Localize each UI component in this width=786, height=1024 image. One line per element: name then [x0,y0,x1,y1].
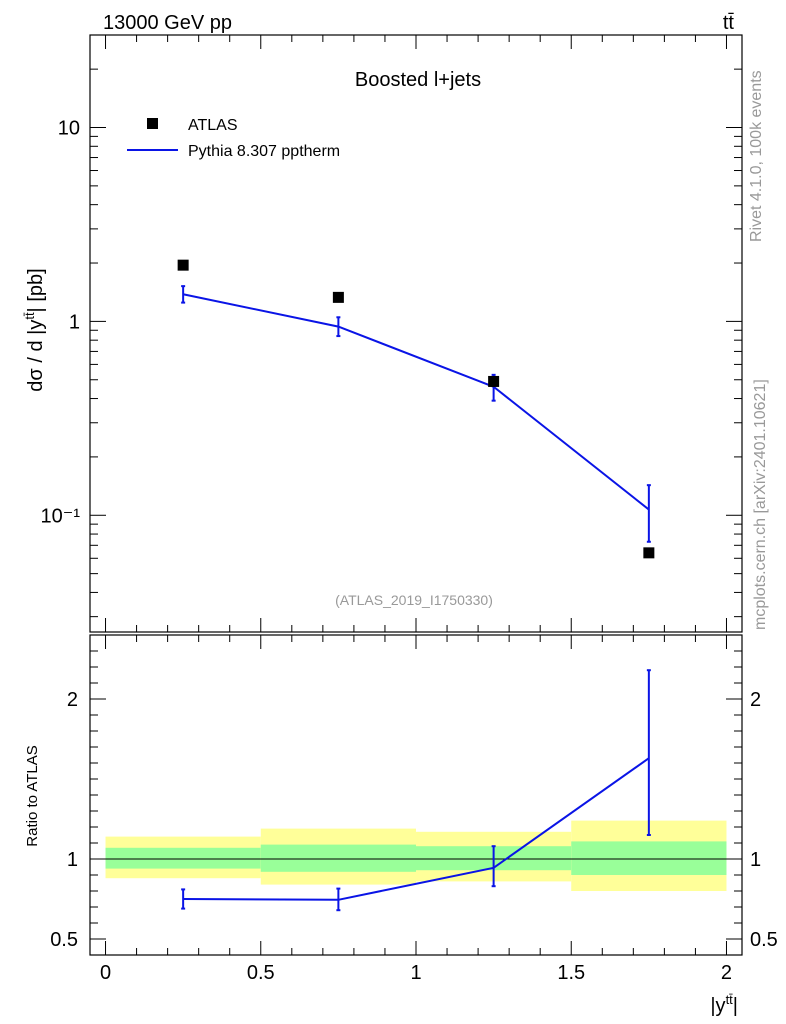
main-ylabel: dσ / d |ytt̄| [pb] [22,268,47,391]
ratio-ytick-label-left: 2 [67,689,78,711]
ratio-band-inner [260,844,416,872]
ratio-axis-ticks [90,635,742,955]
xtick-label: 0.5 [247,962,275,984]
analysis-label: (ATLAS_2019_I1750330) [335,592,493,608]
main-panel: 10⁻¹ 1 10 Boosted l+jets dσ / d |ytt̄| [pb… [22,34,743,633]
legend-mc-label: Pythia 8.307 pptherm [188,143,340,160]
ratio-ytick-label-right: 0.5 [750,929,778,951]
legend: ATLAS Pythia 8.307 pptherm [127,117,340,160]
main-ytick-label: 10⁻¹ [41,505,81,527]
ratio-bands [105,820,727,891]
main-axis-ticks [90,34,742,632]
atlas-data-point [488,375,500,387]
main-ytick-labels: 10⁻¹ 1 10 [41,118,81,528]
ratio-series-line [183,757,650,901]
chart-title: Boosted l+jets [355,69,481,91]
xlabel: |ytt̄| [710,992,738,1017]
xtick-label: 1 [410,962,421,984]
ratio-ytick-label-right: 2 [750,689,761,711]
header-left: 13000 GeV pp [103,12,232,34]
atlas-data-point [177,259,189,271]
legend-atlas-marker [147,118,158,129]
ratio-ytick-label-left: 0.5 [50,929,78,951]
ratio-ytick-labels: 0.5 0.5 1 1 2 2 [50,689,778,951]
legend-atlas-label: ATLAS [188,117,238,134]
xtick-label: 2 [721,962,732,984]
ratio-band-inner [571,841,727,875]
ratio-ytick-label-right: 1 [750,849,761,871]
main-ytick-label: 1 [69,311,80,333]
ratio-band-inner [105,847,261,869]
header-right: tt̄ [723,12,735,34]
rivet-label: Rivet 4.1.0, 100k events [748,70,765,242]
mc-series-line [182,293,650,511]
ratio-panel: 0.5 0.5 1 1 2 2 0 0.5 1 1.5 2 Ratio to ATLAS |ytt… [24,634,778,1017]
xtick-label: 1.5 [557,962,585,984]
atlas-data-point [332,291,344,303]
atlas-data-point [643,547,655,559]
xtick-label: 0 [100,962,111,984]
xtick-labels: 0 0.5 1 1.5 2 [100,962,732,984]
ratio-ytick-label-left: 1 [67,849,78,871]
mcplots-label: mcplots.cern.ch [arXiv:2401.10621] [752,379,769,630]
ratio-ylabel: Ratio to ATLAS [24,745,41,846]
ratio-data-marks [181,669,651,912]
main-ytick-label: 10 [58,118,80,140]
main-data-marks [177,259,655,559]
ratio-frame [89,634,743,956]
